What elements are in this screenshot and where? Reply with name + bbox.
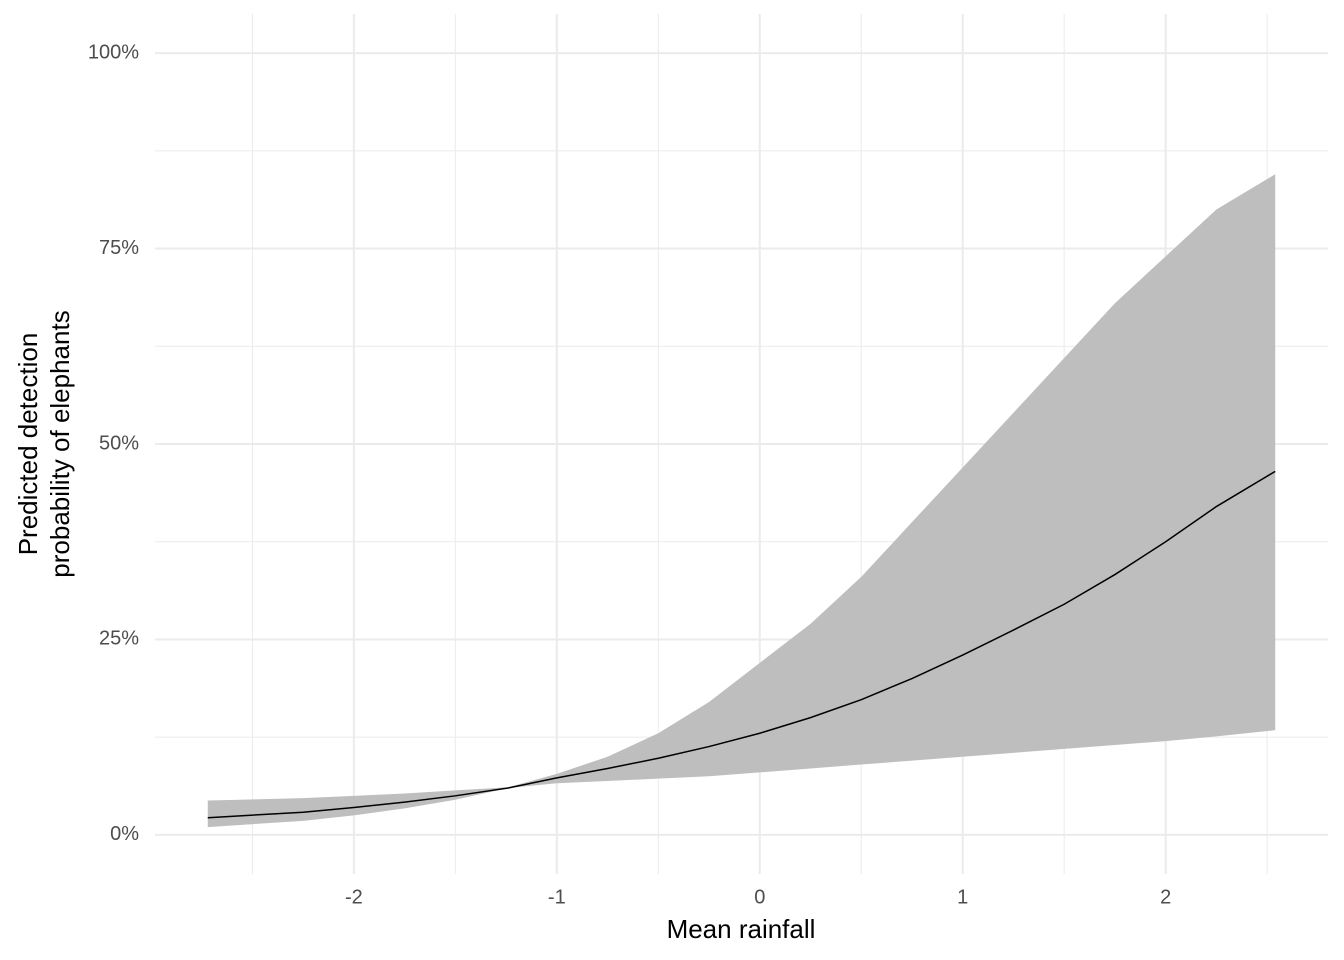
y-tick-label: 75% xyxy=(99,237,139,259)
y-tick-label: 50% xyxy=(99,432,139,454)
y-axis-title: probability of elephants xyxy=(45,310,75,577)
confidence-band xyxy=(207,174,1276,828)
line xyxy=(207,470,1276,819)
x-axis-title: Mean rainfall xyxy=(667,914,816,944)
x-tick-label: 0 xyxy=(754,886,765,908)
x-tick-label: 2 xyxy=(1160,886,1171,908)
x-tick-label: -2 xyxy=(345,886,363,908)
x-tick-label: 1 xyxy=(957,886,968,908)
x-tick-label: -1 xyxy=(548,886,566,908)
y-tick-label: 25% xyxy=(99,628,139,650)
y-tick-label: 0% xyxy=(110,823,139,845)
y-tick-label: 100% xyxy=(88,41,139,63)
y-axis-title: Predicted detection xyxy=(13,333,43,556)
